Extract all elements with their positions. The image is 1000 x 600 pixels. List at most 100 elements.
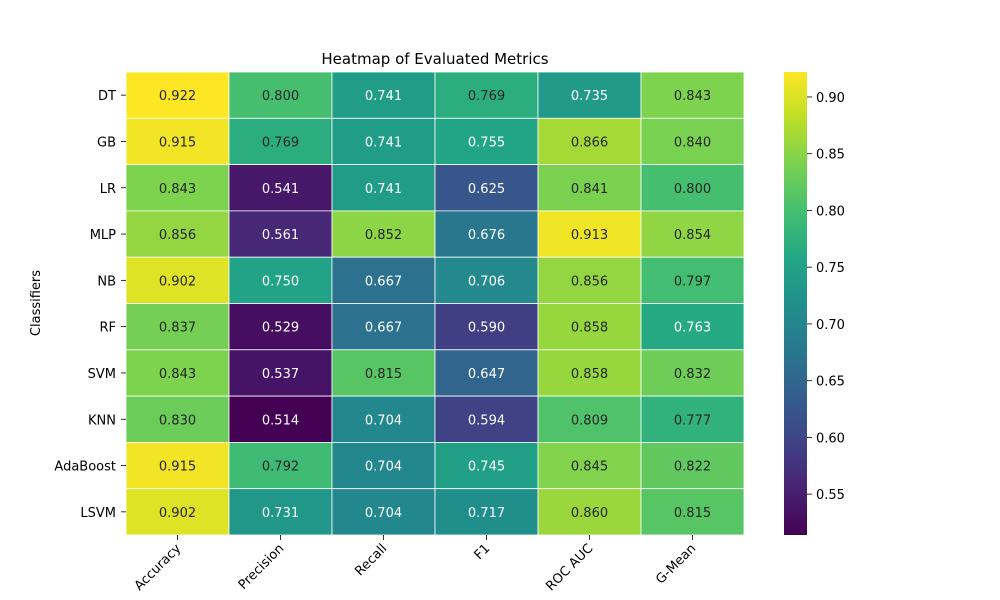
heatmap-cell — [640, 349, 745, 397]
cell-value-label: 0.594 — [468, 413, 505, 428]
cell-value-label: 0.541 — [262, 182, 299, 197]
y-axis-label: Classifiers — [29, 270, 44, 336]
heatmap-cell — [537, 441, 642, 490]
heatmap-cell — [537, 488, 642, 536]
cell-value-label: 0.529 — [262, 321, 299, 336]
heatmap-cell — [331, 395, 436, 443]
heatmap-cell — [640, 210, 745, 258]
cell-value-label: 0.915 — [159, 135, 196, 150]
cell-value-label: 0.809 — [571, 413, 608, 428]
column-labels: Accuracy Precision Recall F1 ROC AUC G-Mean — [132, 535, 699, 594]
heatmap-cell — [125, 303, 230, 351]
colorbar-tick-label: 0.75 — [816, 261, 845, 276]
cell-value-label: 0.797 — [674, 274, 711, 289]
heatmap-cell — [125, 256, 230, 304]
cell-value-label: 0.832 — [674, 367, 711, 382]
cell-value-label: 0.815 — [365, 367, 402, 382]
cell-value-label: 0.769 — [468, 89, 505, 104]
row-label: LR — [100, 182, 116, 197]
heatmap-cell — [537, 71, 642, 119]
cell-value-label: 0.792 — [262, 460, 299, 475]
cell-value-label: 0.777 — [674, 413, 711, 428]
cell-value-label: 0.769 — [262, 135, 299, 150]
cell-value-label: 0.731 — [262, 506, 299, 521]
cell-value-label: 0.800 — [262, 89, 299, 104]
row-label: LSVM — [80, 506, 116, 521]
cell-value-label: 0.822 — [674, 460, 711, 475]
cell-value-label: 0.837 — [159, 321, 196, 336]
column-label: Accuracy — [132, 541, 185, 594]
cell-value-label: 0.856 — [571, 274, 608, 289]
heatmap-cell — [434, 256, 539, 304]
cell-value-label: 0.704 — [365, 413, 402, 428]
heatmap-cell — [331, 349, 436, 397]
cell-value-label: 0.647 — [468, 367, 505, 382]
heatmap-cell — [228, 441, 333, 490]
cell-value-label: 0.763 — [674, 321, 711, 336]
column-label: G-Mean — [653, 541, 699, 587]
heatmap-cell — [640, 256, 745, 304]
cell-value-label: 0.840 — [674, 135, 711, 150]
cell-value-label: 0.843 — [159, 182, 196, 197]
heatmap-cell — [125, 164, 230, 212]
heatmap-cell — [125, 71, 230, 119]
cell-value-label: 0.856 — [159, 228, 196, 243]
row-label: NB — [97, 274, 116, 289]
heatmap-cell — [228, 164, 333, 212]
cell-value-label: 0.745 — [468, 460, 505, 475]
heatmap-cell — [537, 210, 642, 258]
cell-value-label: 0.755 — [468, 135, 505, 150]
heatmap-cell — [228, 349, 333, 397]
heatmap-cell — [331, 256, 436, 304]
cell-value-label: 0.667 — [365, 321, 402, 336]
cell-value-label: 0.514 — [262, 413, 299, 428]
cell-value-label: 0.922 — [159, 89, 196, 104]
colorbar-tick-label: 0.85 — [816, 148, 845, 163]
cell-value-label: 0.735 — [571, 89, 608, 104]
cell-value-label: 0.704 — [365, 506, 402, 521]
heatmap-cell — [434, 210, 539, 258]
cell-value-label: 0.902 — [159, 274, 196, 289]
cell-value-label: 0.741 — [365, 89, 402, 104]
colorbar-tick-label: 0.65 — [816, 375, 845, 390]
cell-value-label: 0.667 — [365, 274, 402, 289]
heatmap-cell — [434, 164, 539, 212]
colorbar-tick-label: 0.55 — [816, 488, 845, 503]
column-label: Precision — [236, 541, 288, 593]
chart-title: Heatmap of Evaluated Metrics — [321, 50, 548, 68]
heatmap-cell — [640, 441, 745, 490]
cell-value-label: 0.741 — [365, 135, 402, 150]
cell-value-label: 0.561 — [262, 228, 299, 243]
row-labels: DT GB LR MLP NB RF SVM KNN AdaBoost LSVM — [54, 89, 126, 521]
heatmap-cell — [640, 117, 745, 166]
colorbar: 0.55 0.60 0.65 0.70 0.75 0.80 0.85 0.90 — [784, 72, 845, 535]
row-label: SVM — [88, 367, 116, 382]
row-label: DT — [98, 89, 116, 104]
heatmap-cell — [125, 349, 230, 397]
cell-value-label: 0.815 — [674, 506, 711, 521]
cell-value-label: 0.676 — [468, 228, 505, 243]
row-label: GB — [97, 135, 116, 150]
heatmap-cell — [331, 210, 436, 258]
cell-value-label: 0.902 — [159, 506, 196, 521]
heatmap-cell — [640, 395, 745, 443]
column-label: ROC AUC — [543, 541, 596, 594]
cell-value-label: 0.858 — [571, 321, 608, 336]
cell-value-label: 0.750 — [262, 274, 299, 289]
colorbar-tick-label: 0.90 — [816, 91, 845, 106]
cell-value-label: 0.704 — [365, 460, 402, 475]
cell-value-label: 0.800 — [674, 182, 711, 197]
row-label: MLP — [90, 228, 116, 243]
column-label: Recall — [352, 541, 390, 579]
column-label: F1 — [472, 541, 494, 563]
cell-value-label: 0.830 — [159, 413, 196, 428]
heatmap-cell — [228, 71, 333, 119]
row-label: KNN — [88, 413, 116, 428]
heatmap-cell — [434, 71, 539, 119]
heatmap-cell — [331, 71, 436, 119]
heatmap-cell — [434, 117, 539, 166]
cell-value-label: 0.845 — [571, 460, 608, 475]
heatmap-cell — [228, 488, 333, 536]
cell-value-label: 0.866 — [571, 135, 608, 150]
